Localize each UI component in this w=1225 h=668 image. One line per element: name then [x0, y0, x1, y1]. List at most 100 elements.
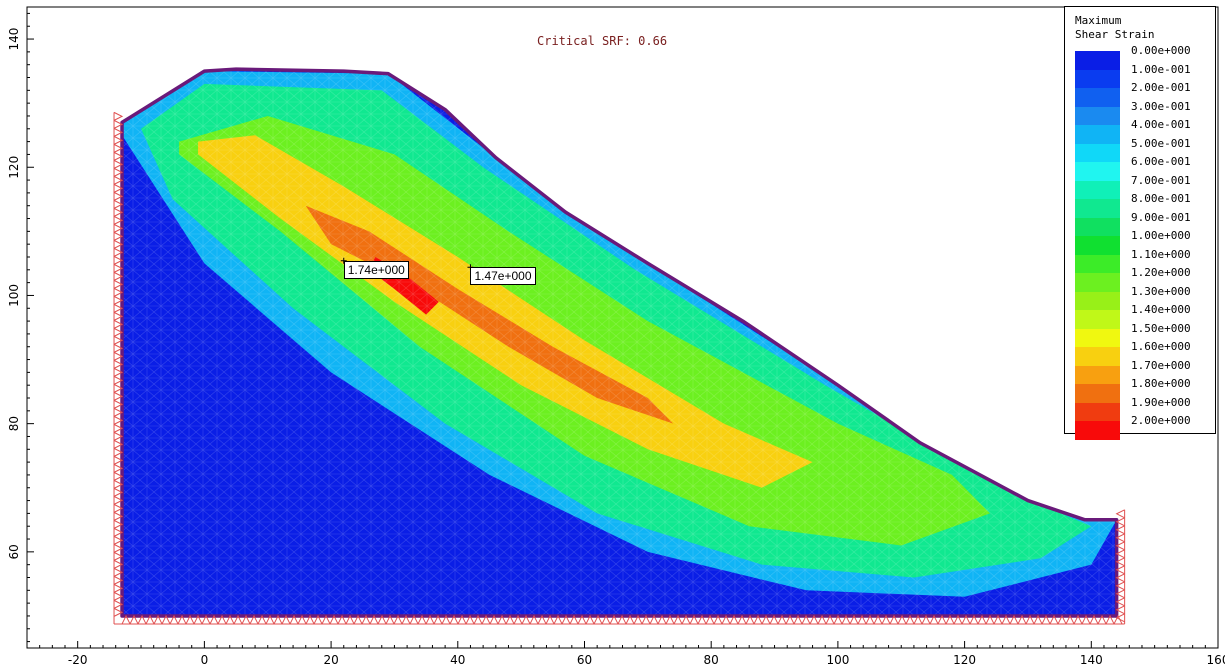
restraint-left: [113, 295, 124, 305]
restraint-bottom: [969, 614, 979, 625]
restraint-right: [1115, 613, 1125, 623]
restraint-bottom: [585, 614, 595, 625]
legend-item: 1.20e+000: [1075, 266, 1215, 292]
restraint-bottom: [513, 614, 523, 625]
x-tick-label: 40: [450, 653, 465, 667]
legend-swatch: [1075, 88, 1120, 107]
legend-swatch: [1075, 347, 1120, 366]
legend-swatch: [1075, 51, 1120, 70]
restraint-right: [1115, 541, 1125, 551]
legend-item: 1.00e+000: [1075, 229, 1215, 255]
restraint-bottom: [449, 614, 459, 625]
restraint-right: [1115, 517, 1125, 527]
restraint-bottom: [745, 614, 755, 625]
legend-item: 1.60e+000: [1075, 340, 1215, 366]
restraint-left: [113, 271, 124, 281]
restraint-bottom: [185, 614, 195, 625]
strain-callout: 1.47e+000: [470, 267, 536, 286]
legend-item: 1.00e-001: [1075, 63, 1215, 88]
restraint-bottom: [825, 614, 835, 625]
restraint-left: [113, 231, 124, 241]
restraint-right: [1115, 557, 1125, 567]
restraint-left: [113, 527, 124, 537]
restraint-bottom: [385, 614, 395, 625]
restraint-bottom: [945, 614, 955, 625]
restraint-left: [113, 383, 124, 393]
x-tick-label: 0: [201, 653, 209, 667]
legend-label: 7.00e-001: [1131, 173, 1191, 187]
restraint-bottom: [425, 614, 435, 625]
restraint-left: [113, 487, 124, 497]
legend-label: 2.00e+000: [1131, 414, 1191, 427]
restraint-left: [113, 367, 124, 377]
restraint-bottom: [257, 614, 267, 625]
legend-item: 2.00e+000: [1075, 414, 1215, 440]
restraint-bottom: [417, 614, 427, 625]
restraint-bottom: [201, 614, 211, 625]
restraint-bottom: [345, 614, 355, 625]
restraint-bottom: [497, 614, 507, 625]
restraint-bottom: [313, 614, 323, 625]
y-tick-label: 60: [7, 544, 21, 559]
restraint-bottom: [289, 614, 299, 625]
restraint-left: [113, 303, 124, 313]
restraint-bottom: [537, 614, 547, 625]
restraint-bottom: [369, 614, 379, 625]
restraint-left: [113, 479, 124, 489]
restraint-bottom: [1017, 614, 1027, 625]
legend-swatch: [1075, 180, 1120, 199]
restraint-left: [113, 415, 124, 425]
legend-item: 1.10e+000: [1075, 248, 1215, 273]
restraint-bottom: [865, 614, 875, 625]
legend-item: 2.00e-001: [1075, 81, 1215, 107]
legend-swatch: [1075, 384, 1120, 403]
restraint-bottom: [849, 614, 859, 625]
restraint-left: [113, 119, 124, 129]
restraint-bottom: [777, 614, 787, 625]
legend-label: 1.60e+000: [1131, 340, 1191, 353]
restraint-left: [113, 319, 124, 329]
strain-callout: 1.74e+000: [343, 260, 409, 279]
restraint-bottom: [1001, 614, 1011, 625]
restraint-bottom: [529, 614, 539, 625]
legend-swatch: [1075, 69, 1120, 88]
restraint-bottom: [913, 614, 923, 625]
restraint-bottom: [505, 614, 515, 625]
restraint-bottom: [145, 614, 155, 625]
restraint-left: [113, 399, 124, 409]
restraint-bottom: [721, 614, 731, 625]
restraint-left: [113, 551, 124, 561]
restraint-left: [113, 207, 124, 217]
restraint-left: [113, 599, 124, 609]
restraint-right: [1115, 605, 1125, 615]
restraint-bottom: [681, 614, 691, 625]
restraint-bottom: [161, 614, 171, 625]
restraint-bottom: [729, 614, 739, 625]
restraint-bottom: [689, 614, 699, 625]
restraint-bottom: [393, 614, 403, 625]
restraint-left: [113, 391, 124, 401]
legend-label: 3.00e-001: [1131, 99, 1191, 113]
restraint-bottom: [1049, 614, 1059, 625]
legend-label: 8.00e-001: [1131, 192, 1191, 205]
legend-swatch: [1075, 291, 1120, 310]
restraint-left: [113, 503, 124, 513]
restraint-bottom: [1025, 614, 1035, 625]
restraint-bottom: [617, 614, 627, 625]
restraint-bottom: [169, 614, 179, 625]
restraint-right: [1115, 533, 1125, 543]
restraint-left: [113, 191, 124, 201]
restraint-left: [113, 263, 124, 273]
legend-label: 9.00e-001: [1131, 210, 1191, 224]
restraint-right: [1115, 581, 1125, 591]
restraint-bottom: [473, 614, 483, 625]
restraint-bottom: [993, 614, 1003, 625]
restraint-bottom: [337, 614, 347, 625]
slope-boundary: [120, 67, 1119, 618]
restraint-bottom: [697, 614, 707, 625]
restraint-left: [113, 447, 124, 457]
restraint-right: [1115, 509, 1125, 519]
restraint-bottom: [921, 614, 931, 625]
legend-item: 1.80e+000: [1075, 377, 1215, 403]
legend-label: 1.50e+000: [1131, 321, 1191, 335]
